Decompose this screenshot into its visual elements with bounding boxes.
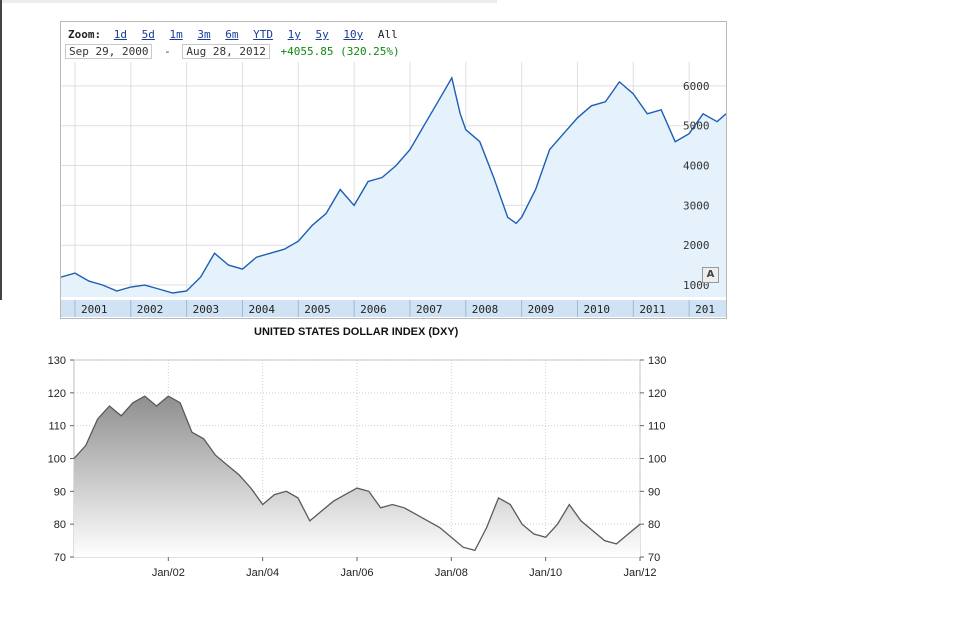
right-y-tick-label-4: 110: [648, 421, 666, 433]
top-strip: [0, 0, 497, 3]
x-tick-label-2: Jan/06: [340, 567, 373, 579]
y-tick-label-4: 5000: [683, 120, 710, 133]
zoom-bar: Zoom: 1d 5d 1m 3m 6m YTD 1y 5y 10y All: [68, 28, 398, 41]
x-tick-label-8: 2009: [528, 303, 555, 316]
x-tick-label-1: Jan/04: [246, 567, 279, 579]
x-tick-label-10: 2011: [639, 303, 666, 316]
x-tick-label-2: 2003: [193, 303, 220, 316]
range-separator: -: [164, 45, 171, 58]
left-y-tick-label-0: 70: [54, 552, 66, 564]
y-tick-label-3: 4000: [683, 160, 710, 173]
right-y-tick-label-3: 100: [648, 454, 666, 466]
right-y-tick-label-0: 70: [648, 552, 660, 564]
price-change: +4055.85 (320.25%): [280, 45, 400, 58]
zoom-ytd-link[interactable]: YTD: [253, 28, 273, 41]
right-y-tick-label-6: 130: [648, 355, 666, 367]
x-tick-label-5: 2006: [360, 303, 387, 316]
right-y-tick-label-2: 90: [648, 486, 660, 498]
zoom-5d-link[interactable]: 5d: [141, 28, 155, 41]
x-tick-label-6: 2007: [416, 303, 443, 316]
x-tick-label-0: Jan/02: [152, 567, 185, 579]
zoom-3m-link[interactable]: 3m: [197, 28, 211, 41]
x-tick-label-4: 2005: [304, 303, 331, 316]
zoom-1d-link[interactable]: 1d: [113, 28, 127, 41]
x-tick-label-9: 2010: [583, 303, 610, 316]
y-tick-label-1: 2000: [683, 239, 710, 252]
left-y-tick-label-1: 80: [54, 519, 66, 531]
zoom-1m-link[interactable]: 1m: [169, 28, 183, 41]
x-tick-label-5: Jan/12: [623, 567, 656, 579]
x-tick-label-0: 2001: [81, 303, 108, 316]
x-axis-band: [61, 300, 726, 317]
x-tick-label-7: 2008: [472, 303, 499, 316]
zoom-all-label: All: [377, 28, 398, 41]
x-tick-label-4: Jan/10: [529, 567, 562, 579]
a-button[interactable]: A: [702, 267, 719, 283]
date-range-bar: Sep 29, 2000 - Aug 28, 2012 +4055.85 (32…: [65, 44, 400, 59]
left-y-tick-label-4: 110: [48, 421, 66, 433]
range-end-field[interactable]: Aug 28, 2012: [182, 44, 270, 59]
dxy-chart-title: UNITED STATES DOLLAR INDEX (DXY): [254, 326, 459, 338]
y-tick-label-2: 3000: [683, 199, 710, 212]
left-y-tick-label-2: 90: [54, 486, 66, 498]
zoom-5y-link[interactable]: 5y: [315, 28, 329, 41]
zoom-10y-link[interactable]: 10y: [343, 28, 364, 41]
right-y-tick-label-1: 80: [648, 519, 660, 531]
x-tick-label-1: 2002: [137, 303, 164, 316]
left-edge-line: [0, 0, 2, 300]
left-y-tick-label-3: 100: [48, 454, 66, 466]
stock-chart-panel: Zoom: 1d 5d 1m 3m 6m YTD 1y 5y 10y All S…: [60, 21, 727, 319]
x-tick-label-3: 2004: [248, 303, 275, 316]
range-start-field[interactable]: Sep 29, 2000: [65, 44, 153, 59]
x-tick-label-3: Jan/08: [435, 567, 468, 579]
zoom-label: Zoom:: [68, 28, 102, 41]
dxy-area-chart: 70 70 80 80 90 90 100 100 110 110 120 120 130 130 Jan/…: [48, 355, 667, 579]
y-tick-label-5: 6000: [683, 80, 710, 93]
index-line: [61, 76, 726, 294]
zoom-1y-link[interactable]: 1y: [287, 28, 301, 41]
zoom-6m-link[interactable]: 6m: [225, 28, 239, 41]
left-y-tick-label-6: 130: [48, 355, 66, 367]
left-y-tick-label-5: 120: [48, 388, 66, 400]
dxy-area-fill: [74, 396, 640, 557]
x-tick-label-11: 201: [695, 303, 715, 316]
dxy-line: [73, 395, 641, 552]
right-y-tick-label-5: 120: [648, 388, 666, 400]
index-area-fill: [61, 77, 726, 298]
